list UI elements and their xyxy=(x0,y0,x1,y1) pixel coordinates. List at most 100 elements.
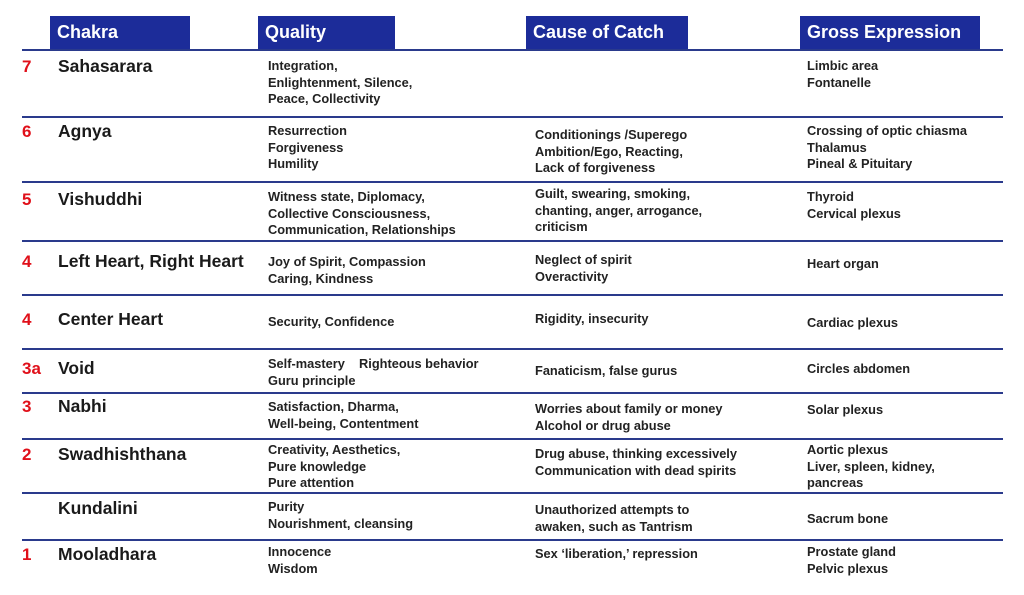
cell-line: Liver, spleen, kidney, xyxy=(807,458,935,474)
gross-expression-cell: Aortic plexus Liver, spleen, kidney, pancr… xyxy=(807,442,935,492)
header-gross-expression: Gross Expression xyxy=(800,16,980,49)
row-divider xyxy=(22,392,1003,394)
chakra-number: 4 xyxy=(22,310,32,329)
chakra-number: 2 xyxy=(22,445,32,464)
cell-line: Overactivity xyxy=(535,268,609,284)
cell-line: Guilt, swearing, smoking, xyxy=(535,186,691,201)
chakra-name: Kundalini xyxy=(58,498,138,518)
quality-cell: Witness state, Diplomacy, Collective Cons… xyxy=(268,189,456,239)
row-divider xyxy=(22,49,1003,51)
cell-line: Well-being, Contentment xyxy=(268,415,419,431)
cell-line: criticism xyxy=(535,219,588,234)
cell-line: Circles abdomen xyxy=(807,361,911,376)
cell-line: Aortic plexus xyxy=(807,442,889,457)
cell-line: Nourishment, cleansing xyxy=(268,515,414,531)
gross-expression-cell: Thyroid Cervical plexus xyxy=(807,189,901,222)
cause-of-catch-cell: Fanaticism, false gurus xyxy=(535,363,677,380)
gross-expression-cell: Limbic area Fontanelle xyxy=(807,58,878,91)
cell-line: Innocence xyxy=(268,544,332,559)
cell-line: Cervical plexus xyxy=(807,205,901,221)
cell-line: Ambition/Ego, Reacting, xyxy=(535,143,683,159)
cell-line: Pineal & Pituitary xyxy=(807,156,913,171)
cell-line: Creativity, Aesthetics, xyxy=(268,442,401,457)
chakra-number: 4 xyxy=(22,252,32,271)
cell-line: Humility xyxy=(268,156,319,171)
cell-line: Neglect of spirit xyxy=(535,252,632,267)
quality-cell: Satisfaction, Dharma, Well-being, Content… xyxy=(268,399,418,432)
row-divider xyxy=(22,240,1003,242)
quality-cell: Integration, Enlightenment, Silence, Peace… xyxy=(268,58,412,108)
cell-line: Caring, Kindness xyxy=(268,270,374,286)
cell-line: Self-mastery Righteous behavior xyxy=(268,356,479,371)
cell-line: Pure attention xyxy=(268,475,355,490)
cell-line: Joy of Spirit, Compassion xyxy=(268,254,426,269)
cell-line: Heart organ xyxy=(807,256,879,271)
gross-expression-cell: Cardiac plexus xyxy=(807,315,898,332)
header-cause-of-catch: Cause of Catch xyxy=(526,16,688,49)
chakra-name: Sahasarara xyxy=(58,56,153,76)
row-divider xyxy=(22,539,1003,541)
quality-cell: Self-mastery Righteous behavior Guru prin… xyxy=(268,356,479,389)
quality-cell: Joy of Spirit, Compassion Caring, Kindnes… xyxy=(268,254,426,287)
cause-of-catch-cell: Neglect of spirit Overactivity xyxy=(535,252,632,285)
cell-line: Guru principle xyxy=(268,372,356,388)
cell-line: Resurrection xyxy=(268,123,347,138)
cell-line: Witness state, Diplomacy, xyxy=(268,189,425,204)
header-chakra: Chakra xyxy=(50,16,190,49)
cell-line: Purity xyxy=(268,499,305,514)
cause-of-catch-cell: Sex ‘liberation,’ repression xyxy=(535,546,698,563)
quality-cell: Resurrection Forgiveness Humility xyxy=(268,123,347,173)
gross-expression-cell: Crossing of optic chiasma Thalamus Pineal … xyxy=(807,123,967,173)
cell-line: Solar plexus xyxy=(807,402,884,417)
row-divider xyxy=(22,116,1003,118)
cause-of-catch-cell: Conditionings /Superego Ambition/Ego, Rea… xyxy=(535,127,687,177)
cell-line: Wisdom xyxy=(268,560,318,576)
cell-line: Fanaticism, false gurus xyxy=(535,363,678,378)
cell-line: Collective Consciousness, xyxy=(268,205,431,221)
row-divider xyxy=(22,181,1003,183)
chakra-number: 3 xyxy=(22,397,32,416)
row-divider xyxy=(22,492,1003,494)
cell-line: Cardiac plexus xyxy=(807,315,899,330)
cell-line: Communication, Relationships xyxy=(268,222,456,237)
cell-line: Drug abuse, thinking excessively xyxy=(535,446,737,461)
chakra-number: 7 xyxy=(22,57,32,76)
chakra-name: Agnya xyxy=(58,121,112,141)
cell-line: Enlightenment, Silence, xyxy=(268,74,413,90)
cell-line: Integration, xyxy=(268,58,338,73)
chakra-number: 5 xyxy=(22,190,32,209)
gross-expression-cell: Circles abdomen xyxy=(807,361,910,378)
chakra-name: Left Heart, Right Heart xyxy=(58,251,244,271)
cell-line: Conditionings /Superego xyxy=(535,127,688,142)
chakra-number: 3a xyxy=(22,359,41,378)
cell-line: Thalamus xyxy=(807,139,867,155)
cell-line: Communication with dead spirits xyxy=(535,462,737,478)
cell-line: Unauthorized attempts to xyxy=(535,502,690,517)
chakra-name: Center Heart xyxy=(58,309,164,329)
cell-line: Forgiveness xyxy=(268,139,344,155)
cell-line: Alcohol or drug abuse xyxy=(535,417,671,433)
cell-line: Worries about family or money xyxy=(535,401,723,416)
cell-line: Satisfaction, Dharma, xyxy=(268,399,399,414)
cause-of-catch-cell: Rigidity, insecurity xyxy=(535,311,649,328)
cell-line: Thyroid xyxy=(807,189,854,204)
cell-line: Security, Confidence xyxy=(268,314,395,329)
quality-cell: Purity Nourishment, cleansing xyxy=(268,499,413,532)
cell-line: Prostate gland xyxy=(807,544,896,559)
cause-of-catch-cell: Worries about family or money Alcohol or … xyxy=(535,401,723,434)
quality-cell: Security, Confidence xyxy=(268,314,394,331)
row-divider xyxy=(22,294,1003,296)
quality-cell: Creativity, Aesthetics, Pure knowledge Pur… xyxy=(268,442,400,492)
gross-expression-cell: Solar plexus xyxy=(807,402,883,419)
chakra-name: Void xyxy=(58,358,95,378)
cell-line: Peace, Collectivity xyxy=(268,91,381,106)
gross-expression-cell: Sacrum bone xyxy=(807,511,888,528)
cell-line: Pure knowledge xyxy=(268,458,367,474)
row-divider xyxy=(22,438,1003,440)
chakra-name: Swadhishthana xyxy=(58,444,187,464)
chakra-name: Vishuddhi xyxy=(58,189,143,209)
cell-line: Fontanelle xyxy=(807,74,871,90)
chakra-number: 6 xyxy=(22,122,32,141)
cell-line: Crossing of optic chiasma xyxy=(807,123,967,138)
chakra-name: Mooladhara xyxy=(58,544,157,564)
